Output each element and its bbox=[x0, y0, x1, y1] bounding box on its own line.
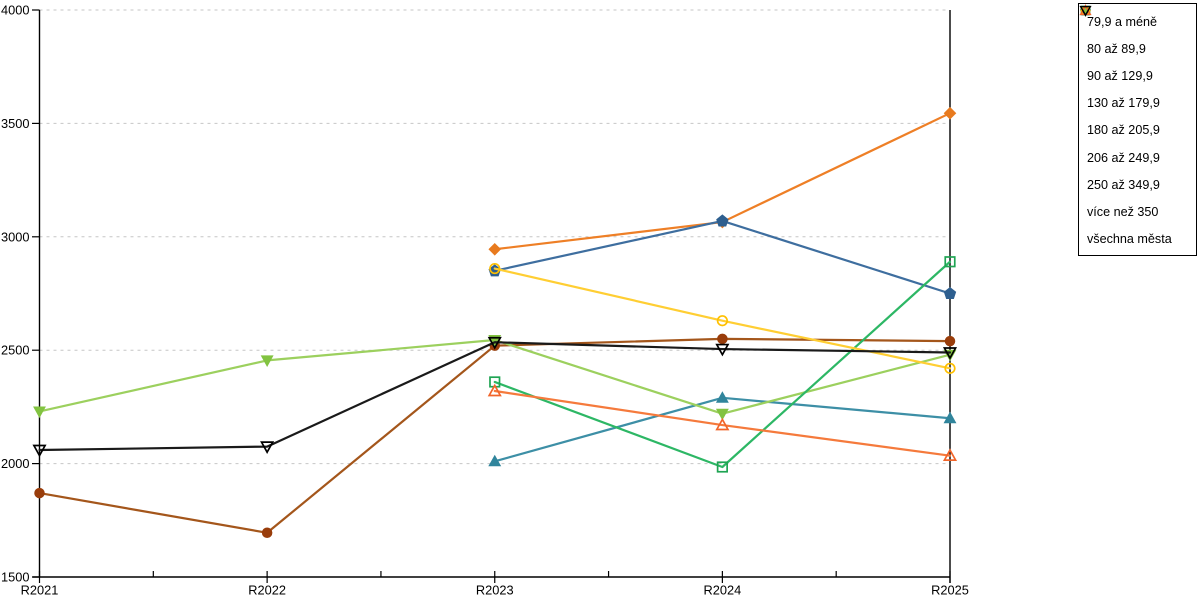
y-tick-label-1500: 1500 bbox=[1, 570, 29, 585]
x-tick-label-R2023: R2023 bbox=[476, 583, 514, 598]
legend-item-8: všechna města bbox=[1079, 5, 1196, 253]
data-point-0-R2023 bbox=[488, 242, 502, 256]
data-point-1-R2022 bbox=[261, 527, 273, 539]
y-tick-label-4000: 4000 bbox=[1, 3, 29, 18]
series-line-1 bbox=[38, 337, 952, 534]
legend-label: 90 až 129,9 bbox=[1087, 69, 1153, 84]
legend-item-6: 250 až 349,9 bbox=[1079, 5, 1196, 198]
data-point-5-R2024 bbox=[716, 461, 728, 473]
legend-item-3: 130 až 179,9 bbox=[1079, 5, 1196, 117]
data-point-7-R2023 bbox=[487, 383, 502, 397]
legend-label: 130 až 179,9 bbox=[1087, 96, 1160, 111]
data-point-4-R2022 bbox=[260, 355, 274, 368]
data-point-6-R2025 bbox=[944, 362, 956, 374]
series-line-0 bbox=[493, 112, 952, 251]
legend-item-1: 80 až 89,9 bbox=[1079, 5, 1196, 62]
data-point-6-R2024 bbox=[716, 315, 728, 327]
legend-label: 206 až 249,9 bbox=[1087, 150, 1160, 165]
data-point-8-R2021 bbox=[32, 444, 47, 458]
legend-label: více než 350 bbox=[1087, 205, 1159, 220]
legend-item-7: více než 350 bbox=[1079, 4, 1196, 226]
data-point-2-R2025 bbox=[943, 411, 957, 424]
data-point-7-R2025 bbox=[942, 448, 958, 461]
data-point-2-R2023 bbox=[488, 454, 502, 467]
series-line-5 bbox=[493, 260, 952, 469]
legend-marker-shape bbox=[1079, 5, 1092, 17]
data-point-6-R2023 bbox=[489, 262, 501, 275]
legend-item-4: 180 až 205,9 bbox=[1079, 6, 1196, 144]
data-point-2-R2024 bbox=[715, 391, 729, 403]
legend-label: 80 až 89,9 bbox=[1087, 41, 1146, 56]
x-tick-label-R2022: R2022 bbox=[248, 583, 286, 598]
x-tick-label-R2024: R2024 bbox=[704, 583, 742, 598]
legend-label: všechna města bbox=[1087, 232, 1172, 247]
data-point-0-R2025 bbox=[943, 106, 957, 120]
data-point-4-R2021 bbox=[33, 406, 46, 419]
data-point-8-R2024 bbox=[715, 343, 730, 357]
series-line-8 bbox=[38, 341, 952, 452]
triangle-down-marker-icon bbox=[1079, 5, 1092, 17]
data-point-8-R2023 bbox=[487, 336, 502, 350]
data-point-3-R2024 bbox=[716, 214, 729, 227]
x-tick-label-R2021: R2021 bbox=[21, 583, 59, 598]
data-point-1-R2025 bbox=[944, 335, 956, 347]
series-line-7 bbox=[493, 389, 952, 457]
data-point-1-R2021 bbox=[34, 487, 45, 499]
x-tick-label-R2025: R2025 bbox=[931, 583, 969, 598]
y-tick-label-2500: 2500 bbox=[1, 343, 29, 358]
data-point-8-R2025 bbox=[942, 347, 958, 360]
data-point-8-R2022 bbox=[260, 441, 275, 454]
y-tick-label-2000: 2000 bbox=[1, 456, 29, 471]
y-tick-label-3000: 3000 bbox=[1, 229, 29, 244]
legend-item-0: 79,9 a méně bbox=[1079, 4, 1196, 35]
series-line-3 bbox=[493, 219, 952, 295]
legend-label: 180 až 205,9 bbox=[1087, 123, 1160, 138]
data-point-7-R2024 bbox=[715, 417, 730, 431]
data-point-5-R2025 bbox=[944, 256, 956, 268]
y-tick-label-3500: 3500 bbox=[1, 116, 29, 131]
data-point-1-R2024 bbox=[717, 333, 728, 345]
legend-label: 250 až 349,9 bbox=[1087, 177, 1160, 192]
data-point-3-R2025 bbox=[943, 286, 957, 300]
legend-item-5: 206 až 249,9 bbox=[1079, 5, 1196, 171]
chart-legend: 79,9 a méně 80 až 89,9 90 až 129,9 130 až 1… bbox=[1078, 3, 1197, 256]
legend-item-2: 90 až 129,9 bbox=[1079, 4, 1196, 89]
series-line-6 bbox=[493, 267, 952, 370]
data-point-4-R2024 bbox=[715, 408, 729, 421]
legend-label: 79,9 a méně bbox=[1087, 14, 1158, 29]
